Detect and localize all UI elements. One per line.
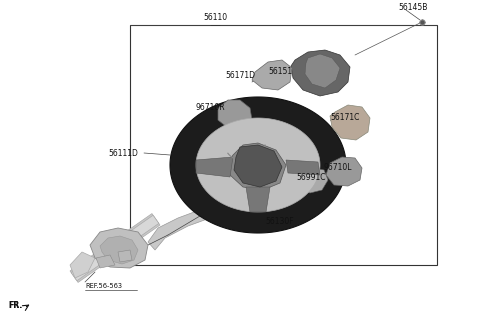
Text: 56145B: 56145B [398,4,427,12]
Polygon shape [71,215,159,281]
Text: 96710L: 96710L [323,164,351,173]
Polygon shape [294,168,328,193]
Text: 96710R: 96710R [196,102,226,112]
Text: FR.: FR. [8,301,22,309]
Text: 56151: 56151 [268,67,292,77]
Polygon shape [305,54,340,88]
Polygon shape [220,183,312,228]
Text: 56171C: 56171C [330,113,360,123]
Polygon shape [100,236,138,264]
Polygon shape [118,250,132,262]
Text: 56130F: 56130F [265,217,294,227]
Polygon shape [228,143,286,190]
Polygon shape [330,105,370,140]
Polygon shape [252,60,292,90]
Polygon shape [148,208,215,250]
Polygon shape [218,100,252,128]
Text: 56991C: 56991C [296,174,325,182]
Text: REF.56-563: REF.56-563 [85,283,122,289]
Polygon shape [96,255,115,268]
Polygon shape [90,228,148,268]
Polygon shape [246,187,270,212]
Polygon shape [286,160,320,175]
Polygon shape [70,214,160,283]
Polygon shape [326,157,362,186]
Text: 56171D: 56171D [225,71,255,79]
Text: 56110: 56110 [203,13,227,23]
Polygon shape [70,252,95,278]
Polygon shape [196,118,320,212]
Polygon shape [291,50,350,96]
Polygon shape [196,157,233,177]
Text: 56111D: 56111D [108,148,138,158]
Polygon shape [234,145,282,187]
Bar [130,25,437,265]
Polygon shape [170,97,346,233]
Text: FR.: FR. [8,301,22,309]
